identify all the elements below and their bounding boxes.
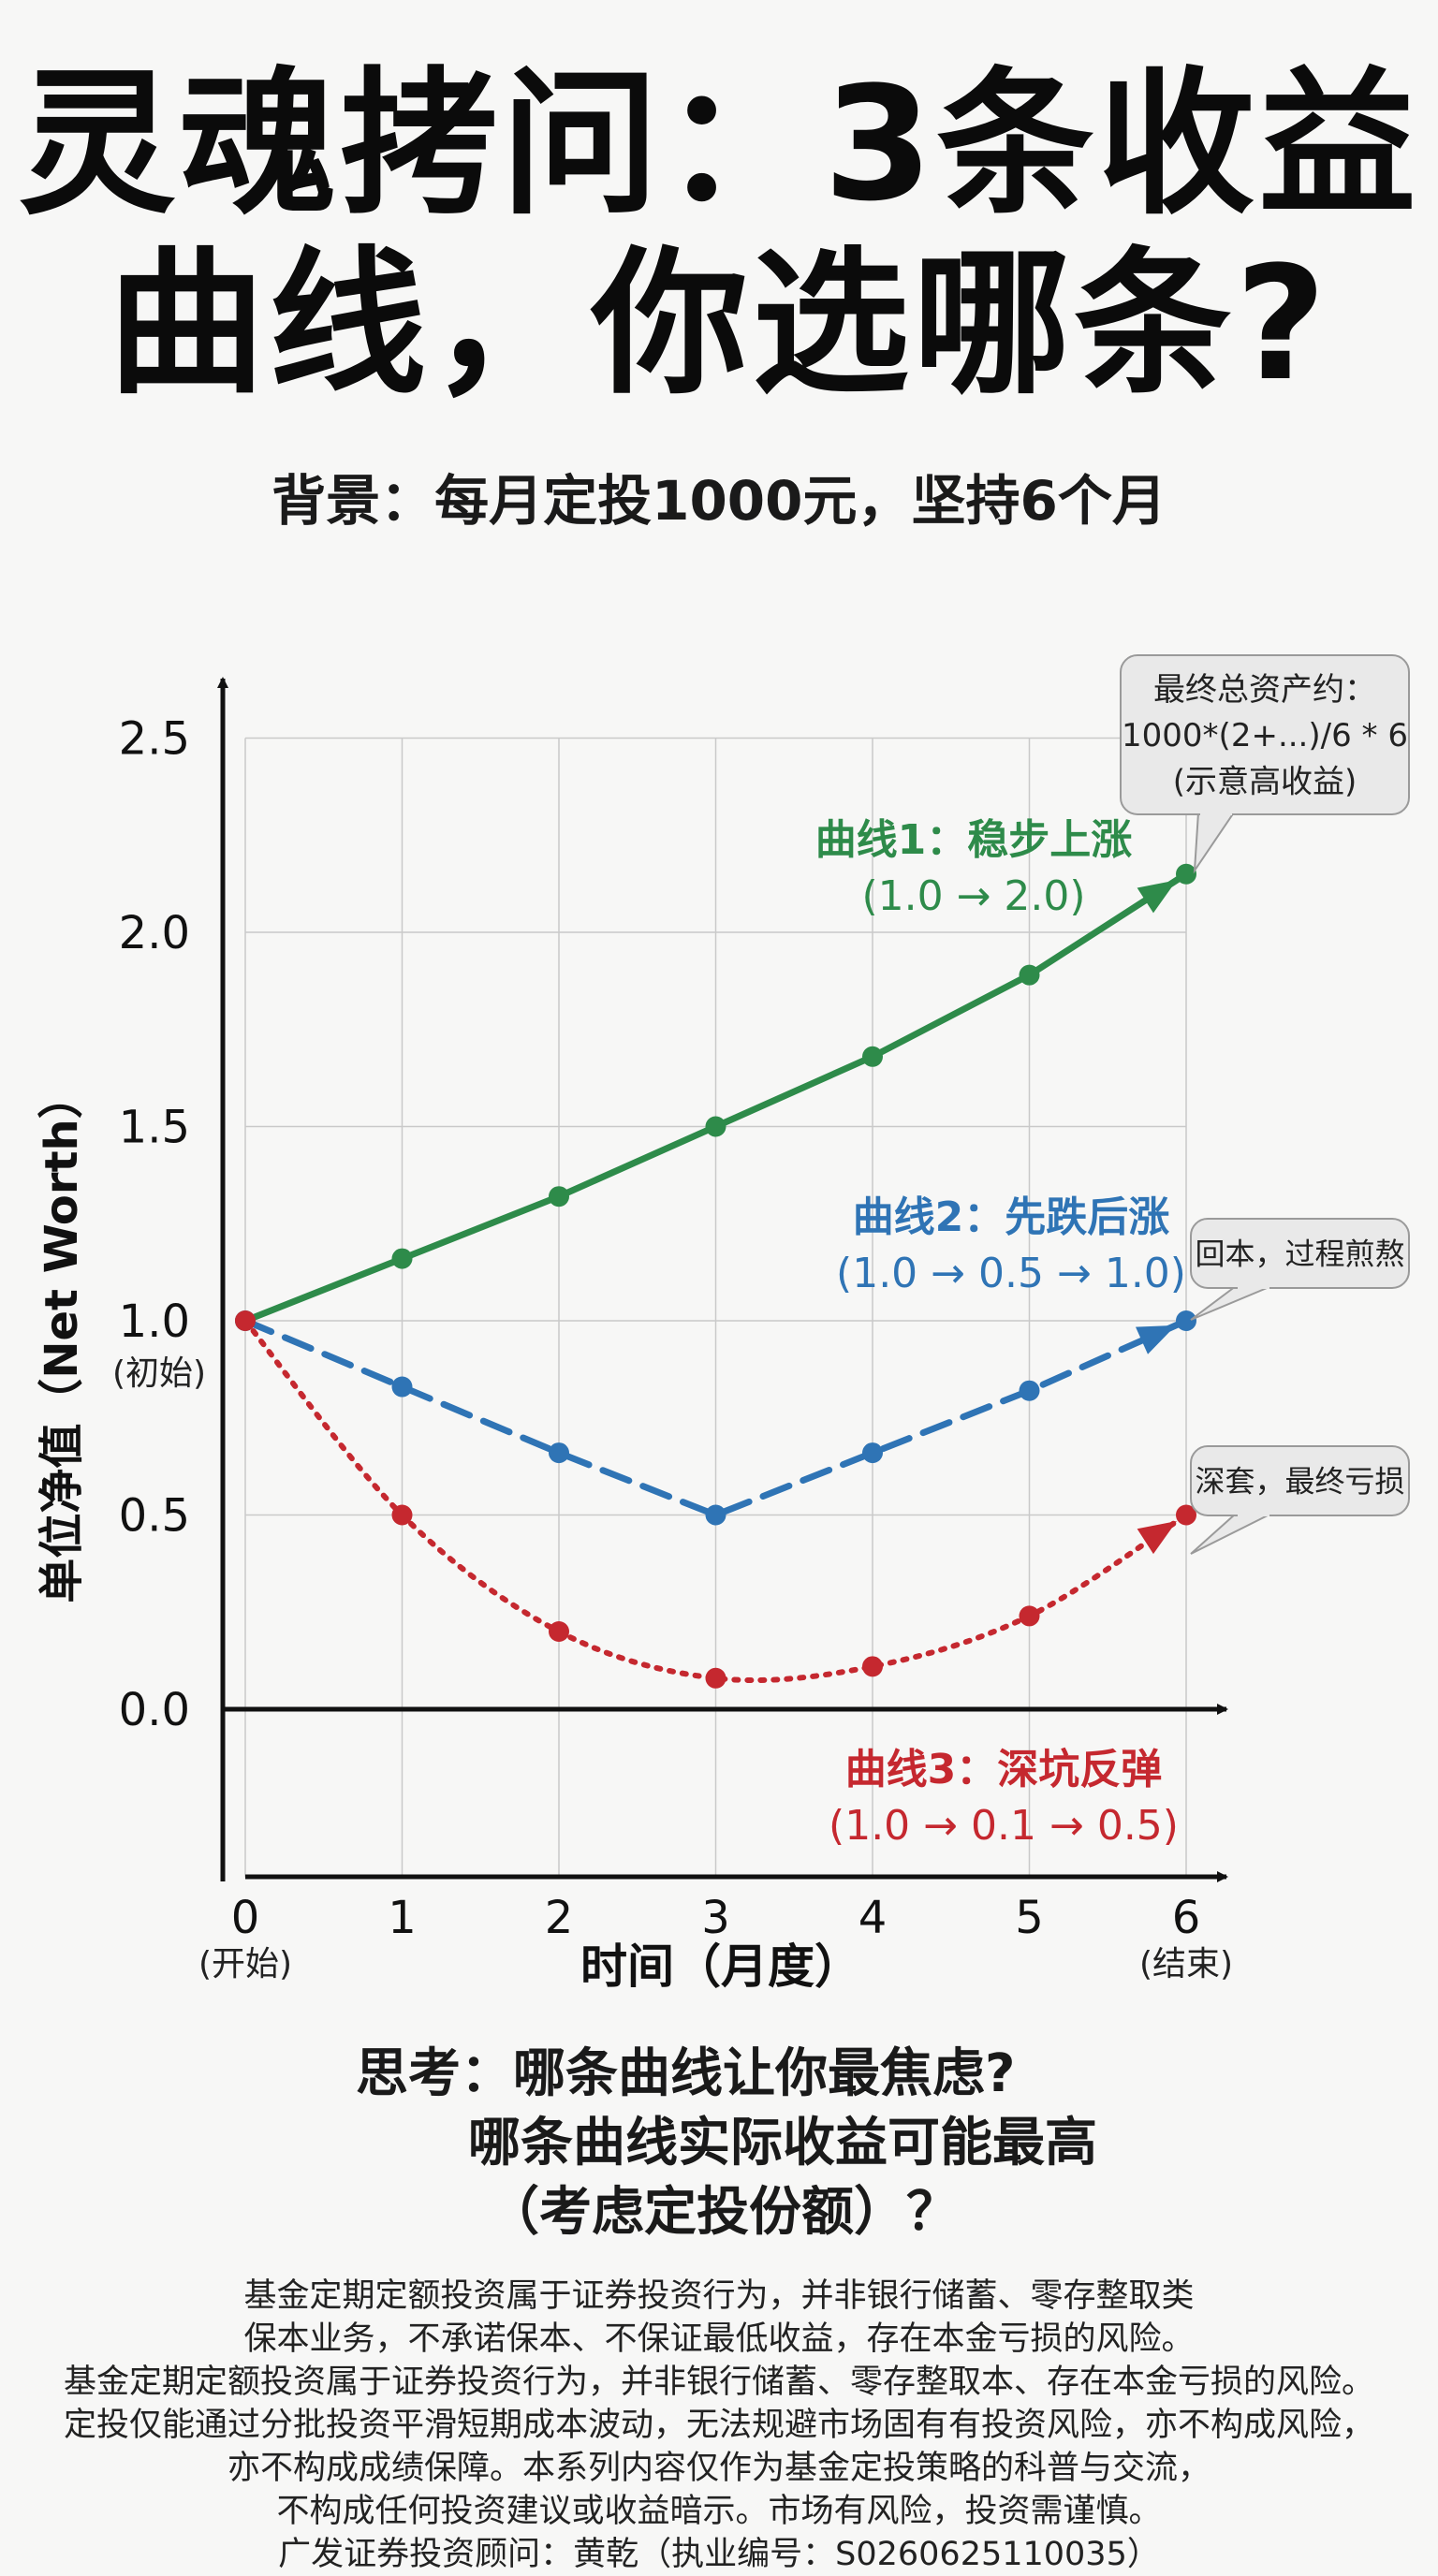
- y-tick-label: 2.0: [119, 907, 190, 959]
- data-point: [705, 1116, 726, 1137]
- data-point: [391, 1248, 413, 1269]
- series-label-1: 曲线1：稳步上涨: [815, 816, 1133, 864]
- data-point: [1019, 1380, 1040, 1401]
- x-tick-label: 4: [858, 1892, 888, 1944]
- series-range-2: (1.0 → 0.5 → 1.0): [836, 1250, 1186, 1297]
- callouts: 最终总资产约： 1000*(2+...)/6 * 6 (示意高收益) 回本，过程煎熬深…: [1120, 654, 1410, 1555]
- data-point: [391, 1504, 413, 1526]
- data-point: [705, 1667, 726, 1689]
- callout-box: [1190, 1218, 1410, 1289]
- y-tick-label: 1.5: [119, 1102, 190, 1154]
- page-title-line-2: 曲线，你选哪条?: [108, 232, 1330, 416]
- callout-text: (示意高收益): [1173, 764, 1357, 801]
- series-arrowhead-1: [1137, 880, 1177, 914]
- x-tick-label: 1: [388, 1892, 417, 1944]
- chart-axes: [217, 677, 1228, 1882]
- disclaimer-line: 保本业务，不承诺保本、不保证最低收益，存在本金亏损的风险。: [243, 2320, 1195, 2358]
- data-point: [1176, 863, 1196, 885]
- x-tick-sublabel-start: (开始): [198, 1945, 292, 1983]
- series-arrowhead-2: [1135, 1325, 1177, 1354]
- data-point: [1176, 1310, 1196, 1331]
- data-point: [705, 1504, 726, 1526]
- series-group: [235, 863, 1196, 1689]
- line-chart: 0.0 0.5 1.0 1.5 2.0 2.5 (初始) 单位净值（Net Worth） 0 1 2…: [36, 654, 1410, 1995]
- y-axis-title: 单位净值（Net Worth）: [36, 1074, 88, 1603]
- page-title-line-1: 灵魂拷问：3条收益: [18, 52, 1420, 236]
- y-tick-label: 2.5: [119, 713, 190, 766]
- question-line-3: （考虑定投份额）？: [487, 2182, 959, 2243]
- data-point: [549, 1442, 569, 1464]
- y-tick-label: 1.0: [119, 1295, 190, 1348]
- y-tick-label: 0.5: [119, 1490, 190, 1543]
- callout-bubble-1: 最终总资产约： 1000*(2+...)/6 * 6 (示意高收益): [1120, 654, 1410, 874]
- series-label-2: 曲线2：先跌后涨: [853, 1193, 1170, 1241]
- data-point: [549, 1186, 569, 1208]
- data-point: [1019, 964, 1040, 986]
- callout-box: [1120, 654, 1410, 815]
- x-tick-label: 5: [1015, 1892, 1044, 1944]
- page-subtitle: 背景：每月定投1000元，坚持6个月: [271, 469, 1167, 533]
- data-point: [1019, 1605, 1040, 1627]
- data-point: [862, 1442, 883, 1464]
- data-point: [862, 1046, 883, 1067]
- risk-disclaimer: 基金定期定额投资属于证券投资行为，并非银行储蓄、零存整取类 保本业务，不承诺保本…: [37, 2275, 1401, 2576]
- callout-tail: [1190, 1285, 1272, 1321]
- callout-text: 1000*(2+...)/6 * 6: [1122, 717, 1408, 754]
- data-point: [235, 1310, 256, 1331]
- callout-text: 回本，过程煎熬: [1195, 1237, 1404, 1272]
- x-tick-label: 6: [1172, 1892, 1201, 1944]
- disclaimer-line: 基金定期定额投资属于证券投资行为，并非银行储蓄、零存整取类: [243, 2277, 1195, 2315]
- chart-labels: 0.0 0.5 1.0 1.5 2.0 2.5 (初始) 单位净值（Net Worth） 0 1 2…: [36, 713, 1233, 1995]
- disclaimer-line: 定投仅能通过分批投资平滑短期成本波动，无法规避市场固有有投资风险，亦不构成风险，: [63, 2407, 1374, 2444]
- callout-tail: [1193, 812, 1236, 874]
- x-tick-sublabel-end: (结束): [1139, 1945, 1233, 1983]
- callout-bubble-3: 深套，最终亏损: [1190, 1445, 1410, 1555]
- callout-box: [1190, 1445, 1410, 1516]
- callout-text: 最终总资产约：: [1153, 671, 1376, 709]
- series-range-1: (1.0 → 2.0): [861, 872, 1085, 920]
- x-axis-title: 时间（月度）: [580, 1939, 861, 1994]
- disclaimer-line: 不构成任何投资建议或收益暗示。市场有风险，投资需谨慎。: [276, 2493, 1162, 2530]
- callout-bubble-2: 回本，过程煎熬: [1190, 1218, 1410, 1321]
- y-tick-sublabel: (初始): [112, 1354, 206, 1393]
- x-tick-label: 2: [545, 1892, 574, 1944]
- question-line-1: 思考：哪条曲线让你最焦虑?: [356, 2043, 1016, 2104]
- data-point: [549, 1621, 569, 1642]
- disclaimer-line: 基金定期定额投资属于证券投资行为，并非银行储蓄、零存整取本、存在本金亏损的风险。: [63, 2364, 1374, 2401]
- data-point: [391, 1376, 413, 1398]
- data-point: [862, 1656, 883, 1677]
- series-arrowhead-3: [1137, 1520, 1177, 1555]
- series-range-3: (1.0 → 0.1 → 0.5): [829, 1802, 1179, 1850]
- question-line-2: 哪条曲线实际收益可能最高: [468, 2113, 1097, 2174]
- y-tick-label: 0.0: [119, 1684, 190, 1736]
- data-point: [1176, 1504, 1196, 1526]
- series-label-3: 曲线3：深坑反弹: [845, 1746, 1163, 1793]
- x-tick-label: 3: [701, 1892, 730, 1944]
- callout-text: 深套，最终亏损: [1195, 1464, 1404, 1500]
- x-tick-label: 0: [231, 1892, 260, 1944]
- disclaimer-line: 广发证券投资顾问：黄乾（执业编号：S0260625110035）: [278, 2536, 1160, 2573]
- disclaimer-line: 亦不构成成绩保障。本系列内容仅作为基金定投策略的科普与交流，: [227, 2450, 1211, 2487]
- callout-tail: [1190, 1513, 1272, 1555]
